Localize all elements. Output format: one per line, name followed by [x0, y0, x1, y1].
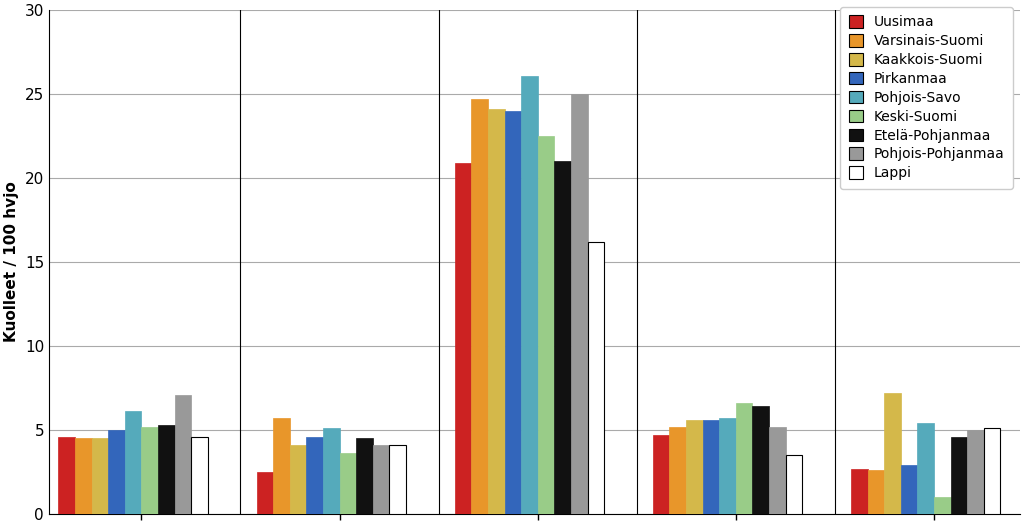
Bar	[901, 465, 918, 514]
Bar	[588, 242, 604, 514]
Bar	[290, 445, 306, 514]
Bar	[538, 136, 554, 514]
Bar	[487, 109, 505, 514]
Bar	[653, 435, 670, 514]
Bar	[125, 412, 141, 514]
Bar	[736, 403, 753, 514]
Bar	[554, 161, 571, 514]
Y-axis label: Kuolleet / 100 hvjo: Kuolleet / 100 hvjo	[4, 182, 19, 343]
Bar	[158, 425, 175, 514]
Legend: Uusimaa, Varsinais-Suomi, Kaakkois-Suomi, Pirkanmaa, Pohjois-Savo, Keski-Suomi, : Uusimaa, Varsinais-Suomi, Kaakkois-Suomi…	[841, 7, 1013, 189]
Bar	[455, 163, 471, 514]
Bar	[373, 445, 389, 514]
Bar	[356, 438, 373, 514]
Bar	[785, 455, 802, 514]
Bar	[109, 430, 125, 514]
Bar	[306, 436, 323, 514]
Bar	[934, 497, 950, 514]
Bar	[141, 426, 158, 514]
Bar	[702, 420, 719, 514]
Bar	[968, 430, 984, 514]
Bar	[984, 428, 1000, 514]
Bar	[719, 418, 736, 514]
Bar	[686, 420, 702, 514]
Bar	[340, 453, 356, 514]
Bar	[884, 393, 901, 514]
Bar	[769, 426, 785, 514]
Bar	[58, 436, 75, 514]
Bar	[867, 470, 884, 514]
Bar	[75, 438, 91, 514]
Bar	[91, 438, 109, 514]
Bar	[571, 94, 588, 514]
Bar	[389, 445, 406, 514]
Bar	[175, 395, 191, 514]
Bar	[505, 111, 521, 514]
Bar	[521, 76, 538, 514]
Bar	[273, 418, 290, 514]
Bar	[191, 436, 208, 514]
Bar	[670, 426, 686, 514]
Bar	[851, 469, 867, 514]
Bar	[323, 428, 340, 514]
Bar	[471, 99, 487, 514]
Bar	[950, 436, 968, 514]
Bar	[257, 472, 273, 514]
Bar	[753, 406, 769, 514]
Bar	[918, 423, 934, 514]
